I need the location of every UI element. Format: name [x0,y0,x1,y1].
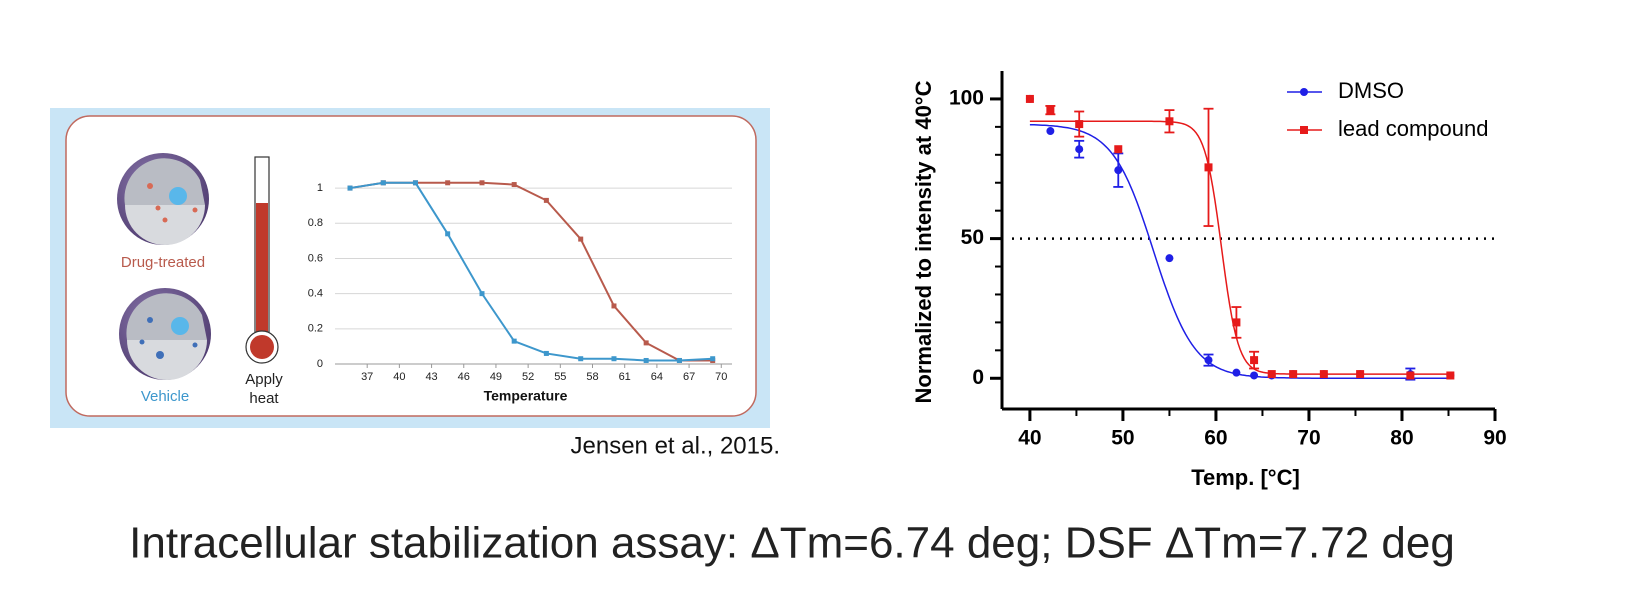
y-tick-label: 0.4 [308,288,323,300]
point [643,340,649,346]
point [578,356,584,362]
x-tick-label: 90 [1483,427,1506,450]
point [1204,356,1213,365]
point [511,182,517,188]
point [479,180,485,186]
point [1289,370,1298,379]
fit-curve [1029,123,1451,380]
point [1114,166,1123,175]
point [347,185,353,191]
x-tick-label: 43 [425,371,437,383]
caption: Intracellular stabilization assay: ΔTm=6… [129,519,1455,568]
x-tick-label: 80 [1390,427,1413,450]
citation: Jensen et al., 2015. [571,432,780,459]
point [543,350,549,356]
point [1232,368,1241,377]
point [1446,371,1455,380]
legend-marker [1300,88,1308,96]
point [1406,371,1415,380]
point [1356,370,1365,379]
y-tick-label: 100 [949,86,984,109]
point [676,357,682,363]
y-tick-label: 0 [317,358,323,370]
x-tick-label: 70 [715,371,727,383]
x-tick-label: 61 [619,371,631,383]
point [1114,145,1123,154]
fit-curve [1029,120,1451,375]
y-tick-label: 0.2 [308,323,323,335]
point [479,291,485,297]
thermometer [245,156,279,364]
point [445,231,451,237]
x-tick-label: 40 [1018,427,1041,450]
point [643,357,649,363]
series-name: Vehicle [141,388,189,405]
x-axis-label: Temp. [°C] [1191,465,1300,490]
legend-label: DMSO [1338,78,1404,103]
legend-label: lead compound [1338,116,1488,141]
apply-heat-label: Apply [245,371,283,388]
point [1165,254,1174,263]
apply-heat-label: heat [249,390,279,407]
x-tick-label: 50 [1111,427,1134,450]
point [1319,370,1328,379]
point [1046,127,1055,136]
point [543,197,549,203]
figure-panel [65,115,757,417]
point [1267,370,1276,379]
point [1232,318,1241,327]
point [1075,145,1084,154]
y-tick-label: 0 [972,366,984,389]
x-tick-label: 67 [683,371,695,383]
point [1250,371,1259,380]
point [445,180,451,186]
x-tick-label: 58 [586,371,598,383]
point [710,356,716,362]
point [1046,106,1055,115]
x-tick-label: 37 [361,371,373,383]
point [611,356,617,362]
x-tick-label: 55 [554,371,566,383]
series-name: Drug-treated [121,254,205,271]
series-line [349,181,713,362]
x-tick-label: 64 [651,371,663,383]
point [1075,120,1084,129]
y-tick-label: 50 [961,226,984,249]
point [578,236,584,242]
x-tick-label: 70 [1297,427,1320,450]
point [1165,117,1174,126]
x-tick-label: 49 [490,371,502,383]
x-tick-label: 40 [393,371,405,383]
vehicle-cell [119,288,211,380]
x-tick-label: 60 [1204,427,1227,450]
point [1025,94,1034,103]
x-axis-label: Temperature [484,388,568,404]
x-tick-label: 52 [522,371,534,383]
legend-marker [1300,126,1308,134]
x-tick-label: 46 [458,371,470,383]
point [412,180,418,186]
y-tick-label: 1 [317,182,323,194]
point [380,180,386,186]
point [1204,163,1213,172]
point [511,338,517,344]
y-axis-label: Normalized to intensity at 40°C [911,80,936,403]
y-tick-label: 0.8 [308,217,323,229]
drug-treated-cell [117,153,209,245]
point [1250,356,1259,365]
y-tick-label: 0.6 [308,252,323,264]
point [611,303,617,309]
